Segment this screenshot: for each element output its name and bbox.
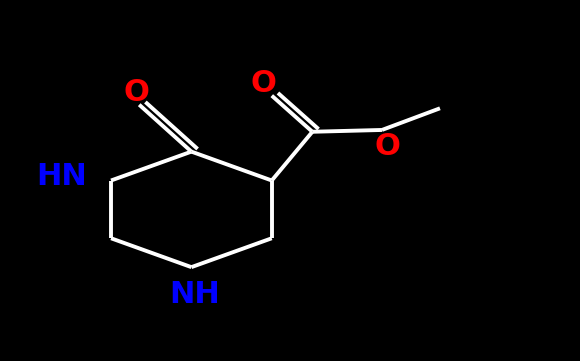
Text: NH: NH [169,280,220,309]
Text: O: O [375,132,401,161]
Text: O: O [250,69,276,97]
Text: O: O [124,78,149,106]
Text: HN: HN [37,162,87,191]
